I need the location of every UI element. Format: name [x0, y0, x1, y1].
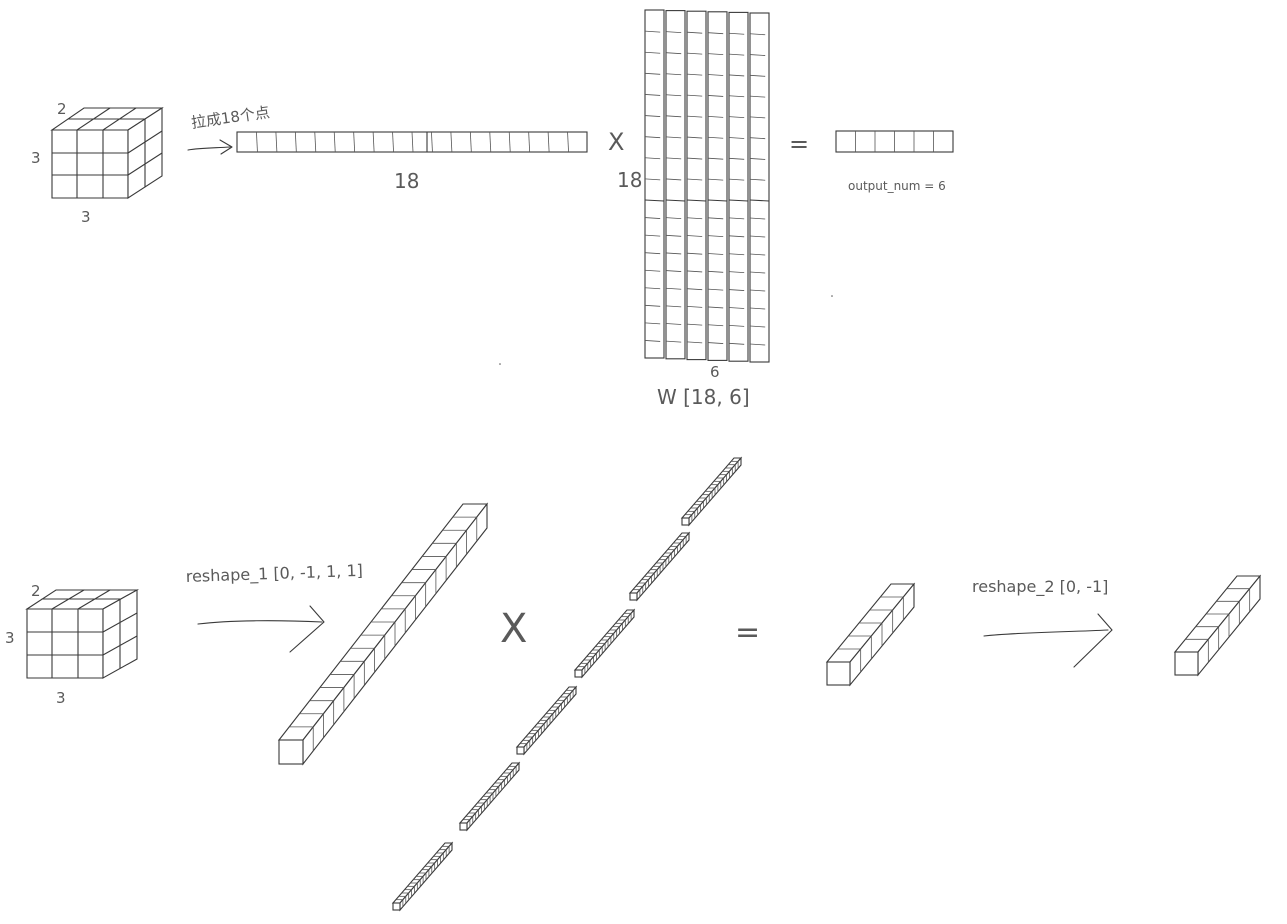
kernel-bar — [391, 841, 454, 912]
top-flattened-vector — [236, 131, 588, 153]
matrix-column — [728, 11, 749, 362]
stray-mark — [499, 363, 501, 365]
input-bar-3d — [277, 502, 489, 766]
vector-cell-divider — [294, 131, 297, 153]
reshape1-arrow — [197, 605, 325, 653]
reshape2-label: reshape_2 [0, -1] — [972, 577, 1108, 597]
kernel-bar — [515, 685, 578, 756]
vector-cell-divider — [567, 131, 569, 153]
kernel-bar — [458, 761, 521, 832]
stray-mark — [831, 295, 833, 297]
kernel-bar — [680, 456, 743, 527]
bottom-cube-depth-label: 2 — [31, 582, 41, 600]
bottom-input-cube — [25, 589, 140, 679]
matrix-column — [749, 12, 770, 363]
kernel-bar — [628, 531, 691, 602]
reshaped-input-bar — [277, 502, 489, 766]
final-bar-3d — [1173, 574, 1262, 677]
matrix-name-label: W [18, 6] — [657, 385, 750, 409]
top-output-vector — [835, 130, 954, 153]
bottom-cube-height-label: 3 — [5, 629, 15, 647]
top-cube-width-label: 3 — [81, 208, 91, 226]
top-flatten-arrow — [187, 139, 233, 155]
bottom-multiply-symbol: X — [500, 606, 527, 652]
bottom-cube-width-label: 3 — [56, 689, 66, 707]
vector-cell-divider — [469, 131, 472, 153]
top-cube-depth-label: 2 — [57, 100, 67, 118]
output-bar-3d — [825, 582, 916, 687]
bottom-equals-symbol: = — [735, 615, 760, 650]
vector-cell-divider — [411, 131, 414, 153]
vector-cell-divider — [275, 131, 278, 153]
weight-kernel-bars — [391, 456, 743, 912]
reshape2-arrow — [983, 613, 1113, 668]
vector-cell-divider — [333, 131, 336, 153]
weight-matrix — [644, 9, 770, 363]
top-equals-symbol: = — [789, 130, 809, 158]
vector-cell-divider — [489, 131, 492, 153]
reshape1-label: reshape_1 [0, -1, 1, 1] — [185, 561, 363, 587]
vector-cell-divider — [256, 131, 258, 153]
top-multiply-symbol: X — [608, 128, 624, 156]
kernel-bar — [573, 608, 636, 679]
vector-cell-divider — [508, 131, 511, 153]
matrix-column — [707, 11, 728, 361]
matrix-column — [686, 10, 707, 361]
vector-cell-divider — [528, 131, 531, 153]
vector-cell-divider — [372, 131, 375, 153]
matrix-rows-label: 18 — [617, 168, 642, 192]
top-input-cube — [50, 106, 164, 200]
matrix-cols-label: 6 — [710, 363, 720, 381]
top-vector-length-label: 18 — [394, 169, 419, 193]
top-cube-height-label: 3 — [31, 149, 41, 167]
vector-cell-divider — [353, 131, 356, 153]
matrix-column — [644, 9, 665, 359]
vector-cell-divider — [392, 131, 394, 153]
vector-cell-divider — [431, 131, 433, 153]
vector-cell-divider — [314, 131, 317, 153]
bottom-output-bar — [825, 582, 916, 687]
top-flatten-label: 拉成18个点 — [190, 103, 271, 132]
final-output-bar — [1173, 574, 1262, 677]
matrix-column — [665, 10, 686, 360]
output-num-label: output_num = 6 — [848, 179, 946, 193]
vector-cell-divider — [450, 131, 453, 153]
vector-cell-divider — [547, 131, 550, 153]
